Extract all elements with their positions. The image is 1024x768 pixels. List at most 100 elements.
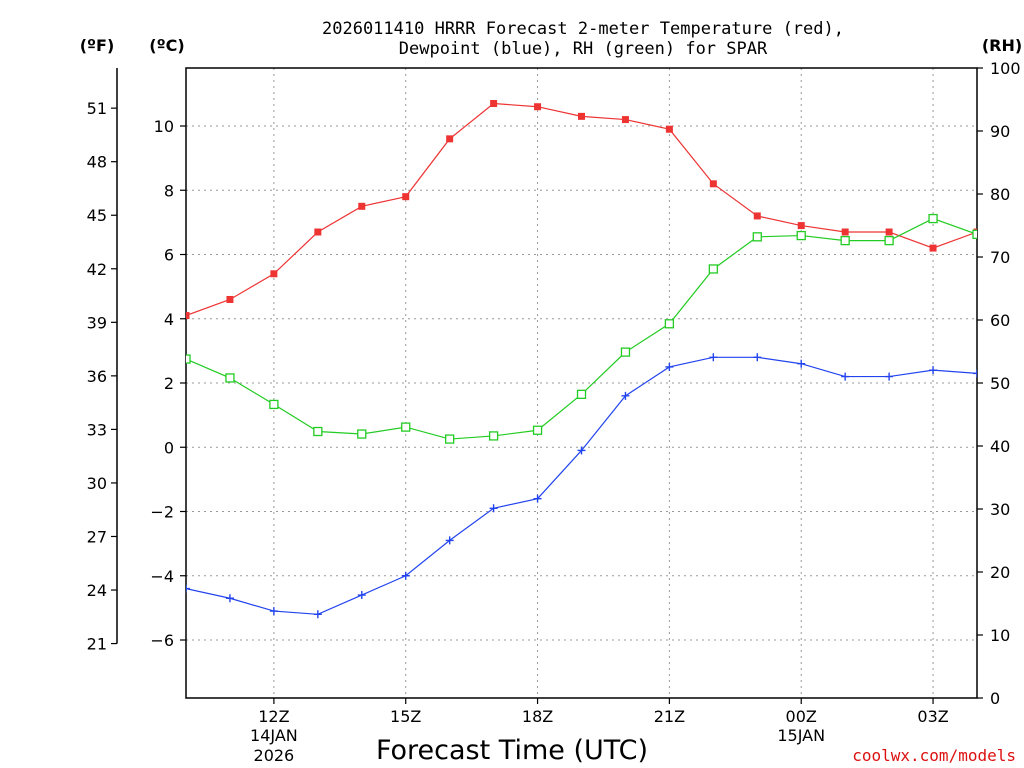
- temperature-point: [446, 135, 454, 143]
- rh-tick-label: 20: [990, 563, 1010, 582]
- celsius-tick-label: −4: [150, 567, 174, 586]
- rh-point: [708, 264, 718, 274]
- fahrenheit-tick-label: 21: [87, 635, 107, 654]
- x-tick-label: 00Z: [786, 707, 817, 726]
- temperature-point: [402, 193, 410, 201]
- dewpoint-point: [753, 353, 762, 362]
- rh-line: [186, 217, 977, 440]
- rh-point: [620, 347, 631, 357]
- x-tick-year-label: 2026: [254, 746, 295, 765]
- x-axis-title: Forecast Time (UTC): [376, 735, 648, 766]
- dewpoint-point: [489, 504, 498, 513]
- x-tick-label: 03Z: [917, 707, 948, 726]
- temperature-point: [665, 125, 673, 133]
- temperature-point: [929, 244, 937, 252]
- temperature-point: [186, 312, 190, 320]
- chart-title-line2: Dewpoint (blue), RH (green) for SPAR: [399, 39, 768, 59]
- temperature-point: [841, 228, 849, 236]
- celsius-axis-unit: (ºC): [149, 36, 184, 55]
- temperature-point: [797, 222, 805, 230]
- dewpoint-point: [533, 494, 542, 503]
- rh-point: [532, 425, 543, 435]
- dewpoint-point: [885, 372, 894, 381]
- temperature-point: [709, 180, 717, 188]
- rh-point: [445, 434, 455, 444]
- rh-point: [488, 431, 499, 441]
- chart-title-line1: 2026011410 HRRR Forecast 2-meter Tempera…: [322, 19, 844, 39]
- rh-tick-label: 50: [990, 374, 1010, 393]
- rh-point: [928, 213, 938, 224]
- rh-tick-label: 30: [990, 500, 1010, 519]
- fahrenheit-tick-label: 51: [87, 99, 107, 118]
- rh-tick-label: 70: [990, 248, 1010, 267]
- rh-point: [269, 399, 279, 410]
- rh-tick-label: 10: [990, 626, 1010, 645]
- dewpoint-point: [577, 446, 586, 455]
- rh-point: [840, 235, 850, 246]
- rh-point: [664, 319, 675, 329]
- temperature-point: [885, 228, 893, 236]
- rh-tick-label: 90: [990, 122, 1010, 141]
- tick-labels: 2124273033363942454851−6−4−2024681001020…: [87, 59, 1021, 765]
- dewpoint-point: [269, 607, 278, 616]
- dewpoint-series: [186, 353, 977, 619]
- dewpoint-point: [929, 366, 938, 375]
- temperature-point: [358, 202, 366, 210]
- temperature-point: [270, 270, 278, 278]
- rh-point: [401, 422, 411, 432]
- rh-tick-label: 40: [990, 437, 1010, 456]
- fahrenheit-tick-label: 42: [87, 260, 107, 279]
- fahrenheit-axis-unit: (ºF): [80, 36, 115, 55]
- x-tick-label: 12Z: [258, 707, 289, 726]
- celsius-tick-label: 0: [164, 438, 174, 457]
- rh-point: [972, 229, 977, 239]
- celsius-tick-label: −6: [150, 631, 174, 650]
- fahrenheit-tick-label: 36: [87, 367, 107, 386]
- temperature-series: [186, 100, 977, 320]
- x-tick-date-label: 15JAN: [777, 726, 825, 745]
- temperature-point: [314, 228, 322, 236]
- rh-point: [576, 389, 587, 399]
- dewpoint-point: [401, 571, 410, 580]
- celsius-tick-label: 6: [164, 246, 174, 265]
- dewpoint-point: [186, 584, 190, 593]
- axes: [111, 67, 983, 704]
- dewpoint-point: [225, 594, 234, 603]
- data-series: [186, 100, 977, 619]
- x-tick-label: 18Z: [522, 707, 553, 726]
- dewpoint-point: [973, 369, 977, 378]
- dewpoint-point: [665, 362, 674, 371]
- fahrenheit-tick-label: 39: [87, 313, 107, 332]
- rh-tick-label: 80: [990, 185, 1010, 204]
- gridlines: [186, 68, 977, 698]
- dewpoint-point: [841, 372, 850, 381]
- rh-point: [752, 232, 762, 242]
- fahrenheit-tick-label: 30: [87, 474, 107, 493]
- fahrenheit-tick-label: 33: [87, 420, 107, 439]
- rh-point: [313, 426, 323, 437]
- x-tick-label: 15Z: [390, 707, 421, 726]
- x-tick-label: 21Z: [654, 707, 685, 726]
- rh-point: [225, 373, 235, 383]
- temperature-point: [753, 212, 761, 220]
- dewpoint-point: [445, 536, 454, 545]
- fahrenheit-tick-label: 27: [87, 527, 107, 546]
- fahrenheit-tick-label: 24: [87, 581, 107, 600]
- rh-point: [796, 230, 806, 241]
- temperature-point: [621, 116, 629, 124]
- temperature-point: [490, 100, 498, 108]
- celsius-tick-label: 10: [154, 117, 174, 136]
- dewpoint-point: [709, 353, 718, 362]
- celsius-tick-label: 8: [164, 181, 174, 200]
- dewpoint-point: [313, 610, 322, 619]
- rh-point: [357, 429, 367, 439]
- rh-point: [186, 354, 191, 364]
- source-credit: coolwx.com/models: [852, 746, 1016, 765]
- rh-axis-unit: (RH): [982, 36, 1022, 55]
- rh-point: [884, 235, 894, 246]
- rh-series: [186, 213, 977, 444]
- rh-tick-label: 0: [990, 689, 1000, 708]
- fahrenheit-tick-label: 48: [87, 153, 107, 172]
- celsius-tick-label: −2: [150, 503, 174, 522]
- temperature-point: [534, 103, 542, 111]
